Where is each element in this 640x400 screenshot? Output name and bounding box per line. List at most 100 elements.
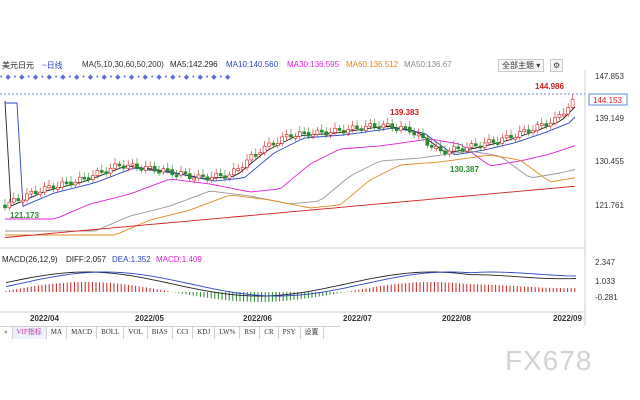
candle-body <box>3 204 7 209</box>
candle-body <box>403 126 408 129</box>
tab-cci[interactable]: CCI <box>173 327 194 339</box>
candle-body <box>346 129 351 134</box>
candle-body <box>566 107 571 115</box>
candle-body <box>293 136 298 139</box>
moving-average-lines <box>4 100 576 239</box>
tab-ma[interactable]: MA <box>47 327 68 339</box>
price-tick: 139.149 <box>595 114 624 123</box>
candle-body <box>179 171 183 176</box>
tab-rsi[interactable]: RSI <box>240 327 261 339</box>
candle-body <box>275 143 280 146</box>
ma50-value: MA50:136.67 <box>404 60 452 69</box>
indicator-header: 美元日元 ~日线 MA(5,10,30,60,50,200) MA5:142.2… <box>0 58 640 72</box>
macd-diff-line <box>5 271 577 297</box>
candle-body <box>201 174 205 178</box>
candle-body <box>434 146 439 149</box>
candle-body <box>12 198 16 203</box>
symbol-name: 美元日元 <box>2 61 34 70</box>
candle-body <box>78 176 82 183</box>
candle-body <box>416 133 421 137</box>
tab-macd[interactable]: MACD <box>67 327 98 339</box>
candle-body <box>487 139 491 144</box>
candle-body <box>166 168 170 171</box>
candle-body <box>205 176 210 181</box>
candle-body <box>522 129 527 133</box>
candle-body <box>227 174 232 179</box>
candle-body <box>188 173 192 179</box>
candle-body <box>469 143 474 148</box>
candle-body <box>271 142 276 146</box>
current-price: 144.153 <box>593 96 622 105</box>
price-tick: 121.761 <box>595 201 624 210</box>
date-label: 2022/07 <box>343 314 372 323</box>
tab-settings[interactable]: 设置 <box>301 327 324 339</box>
annotation-mid-low: 130.387 <box>450 165 479 174</box>
tab-bias[interactable]: BIAS <box>148 327 173 339</box>
candle-body <box>570 99 575 108</box>
tab-cr[interactable]: CR <box>260 327 279 339</box>
chart-settings-button[interactable]: ⚙ <box>550 59 564 72</box>
tab-kdj[interactable]: KDJ <box>193 327 216 339</box>
ma30-line <box>5 138 576 220</box>
candle-body <box>443 150 447 155</box>
candle-body <box>29 190 34 195</box>
candle-body <box>372 123 377 128</box>
ma-params: MA(5,10,30,60,50,200) <box>82 60 164 69</box>
tab-boll[interactable]: BOLL <box>97 327 125 339</box>
ma5-value: MA5:142.296 <box>170 60 218 69</box>
tab-collapse[interactable]: « <box>0 327 13 339</box>
candle-body <box>535 124 540 132</box>
candle-body <box>482 142 487 148</box>
candle-body <box>561 113 566 117</box>
candle-body <box>236 168 240 171</box>
ma30-value: MA30:136.595 <box>287 60 340 69</box>
price-tick: 130.455 <box>595 157 624 166</box>
ma60-value: MA60:136.512 <box>346 60 399 69</box>
candle-body <box>315 129 320 135</box>
candle-body <box>104 171 108 175</box>
candle-body <box>51 185 56 190</box>
candle-body <box>297 131 302 137</box>
chart-frame <box>0 70 586 326</box>
annotation-high: 144.986 <box>535 82 564 91</box>
tab-psy[interactable]: PSY <box>279 327 301 339</box>
date-label: 2022/05 <box>135 314 164 323</box>
candle-body <box>192 177 196 181</box>
candle-body <box>16 198 21 201</box>
candle-body <box>451 146 456 152</box>
candle-body <box>319 129 324 133</box>
candle-body <box>421 133 425 139</box>
candle-body <box>447 150 452 155</box>
tab-vip[interactable]: VIP指标 <box>12 327 47 339</box>
candle-body <box>73 181 78 186</box>
candle-body <box>148 165 152 169</box>
theme-select[interactable]: 全部主题 ▾ <box>498 59 545 72</box>
annotation-low: 121.173 <box>10 211 39 220</box>
candle-body <box>280 136 285 144</box>
price-tick: 147.853 <box>595 72 624 81</box>
candle-body <box>509 134 513 139</box>
candle-body <box>254 154 258 157</box>
tab-vol[interactable]: VOL <box>124 327 148 339</box>
candle-body <box>38 191 43 195</box>
candle-body <box>144 166 148 171</box>
candle-body <box>122 165 126 169</box>
macd-label: MACD(26,12,9) <box>2 255 58 264</box>
candle-body <box>456 146 461 150</box>
candle-body <box>517 131 522 138</box>
candle-body <box>495 142 500 145</box>
candle-body <box>161 168 166 173</box>
candle-body <box>174 174 179 178</box>
tab-lw[interactable]: LW% <box>215 327 241 339</box>
candle-body <box>504 134 509 139</box>
candle-body <box>170 169 174 176</box>
theme-select-label: 全部主题 <box>502 61 534 70</box>
candle-body <box>214 173 218 178</box>
period-select[interactable]: ~日线 <box>42 61 63 70</box>
candle-body <box>350 125 355 130</box>
candle-body <box>513 136 518 140</box>
candle-body <box>60 181 65 188</box>
candle-body <box>553 116 557 124</box>
candle-body <box>196 174 201 179</box>
